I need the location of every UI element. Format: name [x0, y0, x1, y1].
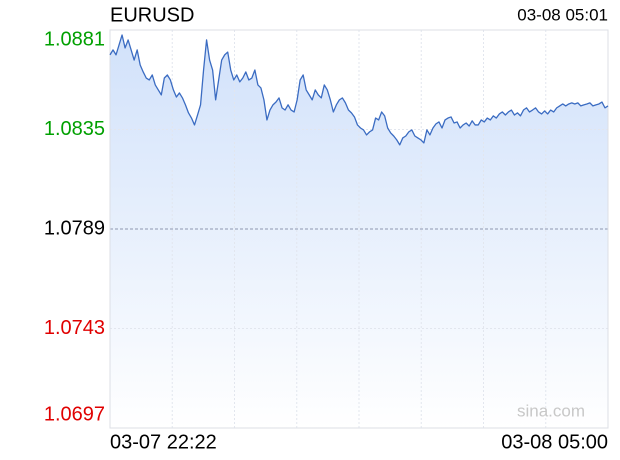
chart-title: EURUSD [110, 4, 194, 26]
x-start-label: 03-07 22:22 [110, 431, 217, 453]
plot-frame [109, 29, 609, 429]
y-tick-label: 1.0881 [44, 28, 105, 50]
y-tick-label: 1.0789 [44, 217, 105, 239]
x-end-label: 03-08 05:00 [501, 431, 608, 453]
y-tick-label: 1.0835 [44, 118, 105, 140]
price-line [109, 34, 609, 146]
y-tick-label: 1.0743 [44, 317, 105, 339]
update-time: 03-08 05:01 [517, 5, 608, 24]
y-tick-label: 1.0697 [44, 403, 105, 425]
watermark: sina.com [517, 401, 585, 420]
